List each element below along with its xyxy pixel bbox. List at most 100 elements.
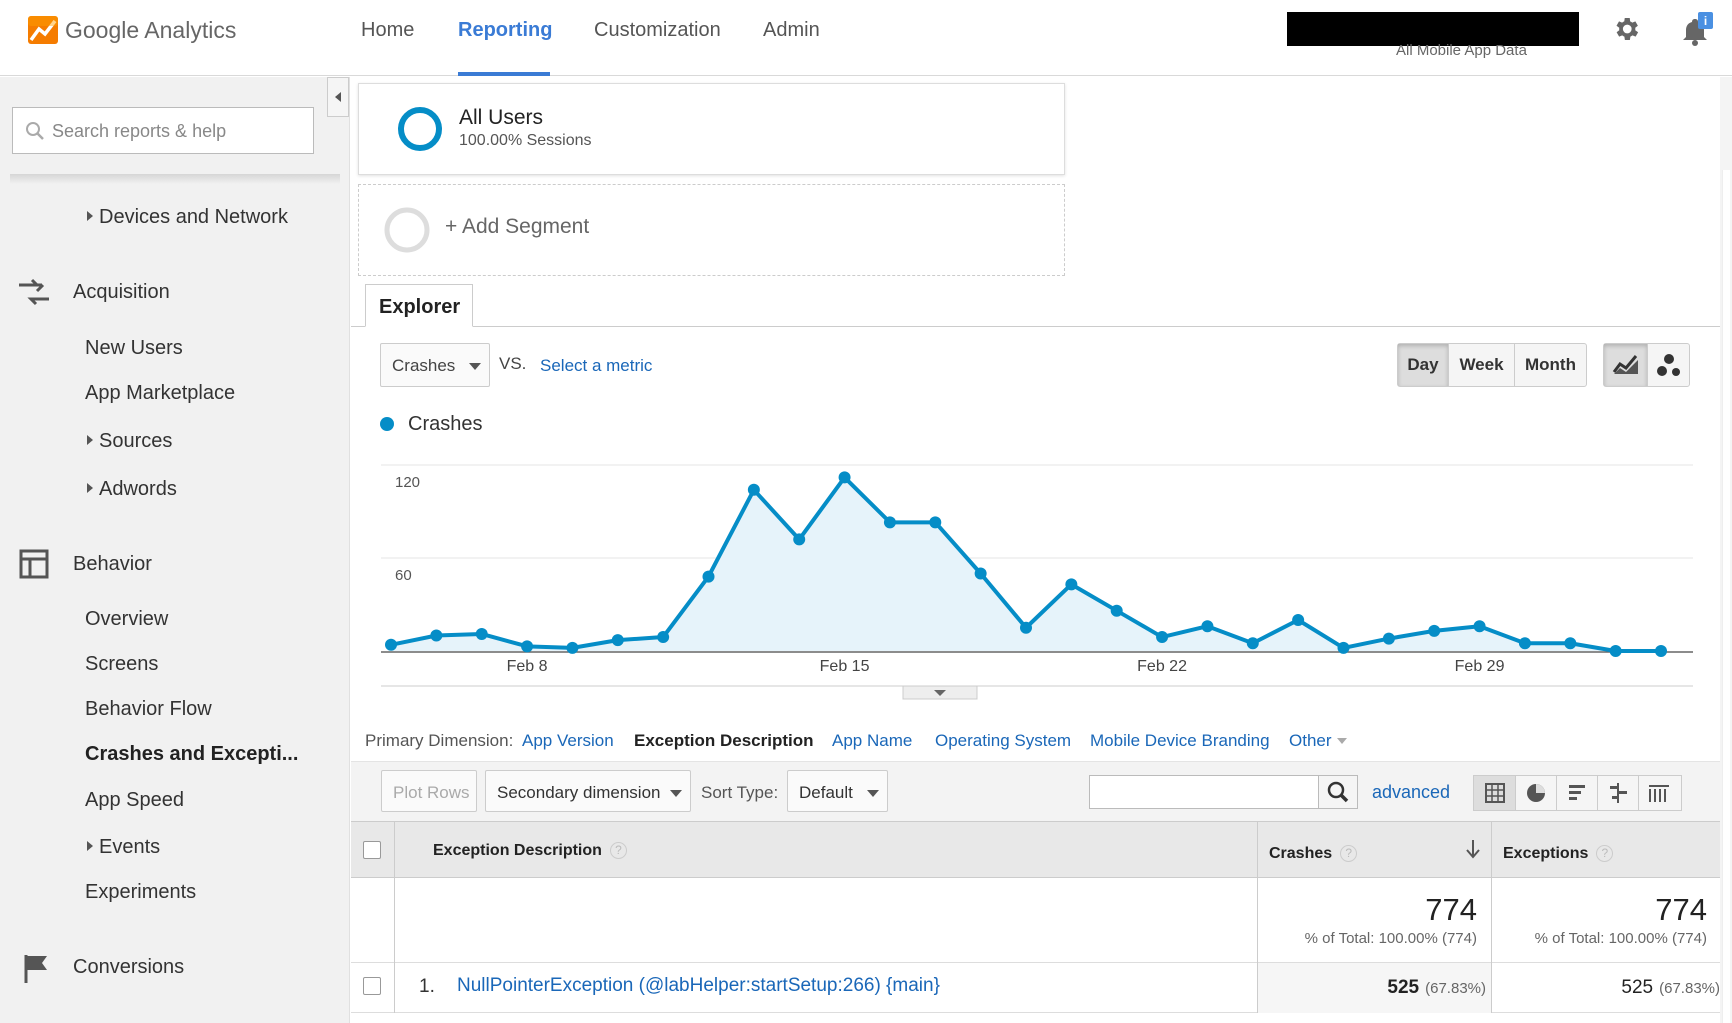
chevron-down-icon <box>670 790 682 797</box>
select-all-checkbox[interactable] <box>363 841 381 859</box>
day-button[interactable]: Day <box>1398 344 1448 386</box>
dimension-app-name[interactable]: App Name <box>832 731 913 750</box>
table-filter-input[interactable] <box>1089 775 1319 809</box>
sort-descending-icon[interactable] <box>1465 838 1481 860</box>
week-button[interactable]: Week <box>1448 344 1514 386</box>
sidebar-item-behavior-flow[interactable]: Behavior Flow <box>85 698 212 720</box>
pie-view-button[interactable] <box>1515 776 1556 810</box>
gear-icon[interactable] <box>1611 14 1641 44</box>
notification-bell-icon[interactable]: i <box>1679 12 1713 48</box>
nav-tab-customization[interactable]: Customization <box>594 19 721 41</box>
x-tick-label: Feb 15 <box>820 658 870 675</box>
sidebar-item-app-speed[interactable]: App Speed <box>85 789 184 811</box>
data-point <box>1655 645 1667 657</box>
row-exception-link[interactable]: NullPointerException (@labHelper:startSe… <box>457 975 940 996</box>
column-divider <box>1491 822 1492 879</box>
comparison-view-button[interactable] <box>1597 776 1638 810</box>
segment-name: All Users <box>459 106 544 129</box>
flag-icon <box>24 955 47 983</box>
dimension-other[interactable]: Other <box>1289 731 1332 750</box>
column-header-exceptions[interactable]: Exceptions? <box>1503 845 1614 863</box>
sort-type-dropdown[interactable]: Default <box>787 770 888 812</box>
sidebar-item-events[interactable]: Events <box>87 836 160 859</box>
search-icon <box>26 122 44 140</box>
advanced-filter-link[interactable]: advanced <box>1372 782 1451 802</box>
tab-explorer[interactable]: Explorer <box>365 284 473 327</box>
series-area <box>391 477 1661 651</box>
data-point <box>1246 637 1259 650</box>
help-icon[interactable]: ? <box>1340 845 1358 862</box>
chevron-down-icon <box>469 363 481 370</box>
other-chevron-icon <box>1337 738 1347 744</box>
empty-segment-ring-icon <box>384 207 430 253</box>
add-segment-button[interactable]: + Add Segment <box>358 184 1065 276</box>
segment-ring-icon <box>398 107 442 151</box>
row-crashes-percent: (67.83%) <box>1425 980 1486 997</box>
nav-tab-reporting[interactable]: Reporting <box>458 19 552 76</box>
scrollbar-thumb[interactable] <box>1722 170 1730 1023</box>
chevron-down-icon <box>867 790 879 797</box>
dimension-operating-system[interactable]: Operating System <box>935 731 1072 750</box>
table-row: 1. NullPointerException (@labHelper:star… <box>351 963 1720 1013</box>
add-segment-label: + Add Segment <box>445 215 590 238</box>
brand-name[interactable]: Google Analytics <box>65 17 237 43</box>
sidebar-section-acquisition[interactable]: Acquisition <box>73 281 170 303</box>
sidebar-item-screens[interactable]: Screens <box>85 653 159 675</box>
table-view-button[interactable] <box>1474 776 1515 810</box>
chevron-left-icon <box>335 92 341 102</box>
nav-tab-admin[interactable]: Admin <box>763 19 820 41</box>
column-divider <box>1491 878 1492 963</box>
sidebar-item-app-marketplace[interactable]: App Marketplace <box>85 382 236 404</box>
chevron-down-icon <box>934 690 946 696</box>
sidebar-section-conversions[interactable]: Conversions <box>73 956 185 978</box>
metric-dropdown[interactable]: Crashes <box>380 343 490 387</box>
search-reports-input[interactable]: Search reports & help <box>12 107 314 154</box>
select-metric-link[interactable]: Select a metric <box>540 356 653 375</box>
sidebar-item-crashes-and-exceptions[interactable]: Crashes and Excepti... <box>85 743 299 765</box>
crashes-chart: 60 120 Feb 8 Feb 15 Feb 22 Feb 29 <box>381 464 1693 700</box>
column-header-exception-description[interactable]: Exception Description? <box>433 842 627 860</box>
pivot-view-button[interactable] <box>1638 776 1679 810</box>
sidebar-item-devices-and-network[interactable]: Devices and Network <box>87 206 288 229</box>
column-divider <box>394 878 395 963</box>
row-checkbox[interactable] <box>363 977 381 995</box>
x-tick-label: Feb 8 <box>507 658 548 675</box>
sidebar-item-new-users[interactable]: New Users <box>85 337 183 359</box>
analytics-logo-icon[interactable] <box>28 16 58 44</box>
motion-chart-button[interactable] <box>1647 344 1689 386</box>
sidebar-item-experiments[interactable]: Experiments <box>85 881 197 903</box>
dimension-app-version[interactable]: App Version <box>522 731 614 750</box>
plot-rows-button[interactable]: Plot Rows <box>381 770 477 812</box>
chart-type-toggle <box>1603 343 1690 387</box>
dimension-mobile-device-branding[interactable]: Mobile Device Branding <box>1090 731 1270 750</box>
help-icon[interactable]: ? <box>1596 845 1614 862</box>
nav-tab-home[interactable]: Home <box>361 19 415 41</box>
column-divider <box>1257 963 1258 1013</box>
secondary-dimension-dropdown[interactable]: Secondary dimension <box>485 770 691 812</box>
sidebar-item-overview[interactable]: Overview <box>85 608 169 630</box>
bar-view-button[interactable] <box>1556 776 1597 810</box>
sidebar <box>0 77 350 1023</box>
data-point <box>1609 645 1622 657</box>
table-view-toggle <box>1473 775 1682 811</box>
collapse-sidebar-button[interactable] <box>327 77 349 117</box>
row-crashes: 525 (67.83%) <box>1387 977 1486 999</box>
table-search-button[interactable] <box>1318 775 1358 809</box>
line-chart-button[interactable] <box>1604 344 1647 386</box>
legend-marker <box>380 417 394 431</box>
data-point <box>1110 604 1123 617</box>
sidebar-divider <box>10 174 340 184</box>
secondary-dimension-label: Secondary dimension <box>497 783 661 802</box>
row-exceptions: 525 (67.83%) <box>1621 977 1720 999</box>
month-button[interactable]: Month <box>1514 344 1586 386</box>
sidebar-item-sources[interactable]: Sources <box>87 430 172 453</box>
sidebar-section-behavior[interactable]: Behavior <box>73 553 152 575</box>
segment-all-users[interactable]: All Users 100.00% Sessions <box>358 83 1065 175</box>
redacted-account-email[interactable] <box>1287 12 1579 46</box>
help-icon[interactable]: ? <box>609 842 627 859</box>
data-point <box>793 533 806 546</box>
y-tick-label: 120 <box>395 474 420 491</box>
view-name[interactable]: All Mobile App Data <box>1396 42 1527 59</box>
sidebar-item-adwords[interactable]: Adwords <box>87 478 177 501</box>
column-header-crashes[interactable]: Crashes? <box>1269 845 1358 863</box>
